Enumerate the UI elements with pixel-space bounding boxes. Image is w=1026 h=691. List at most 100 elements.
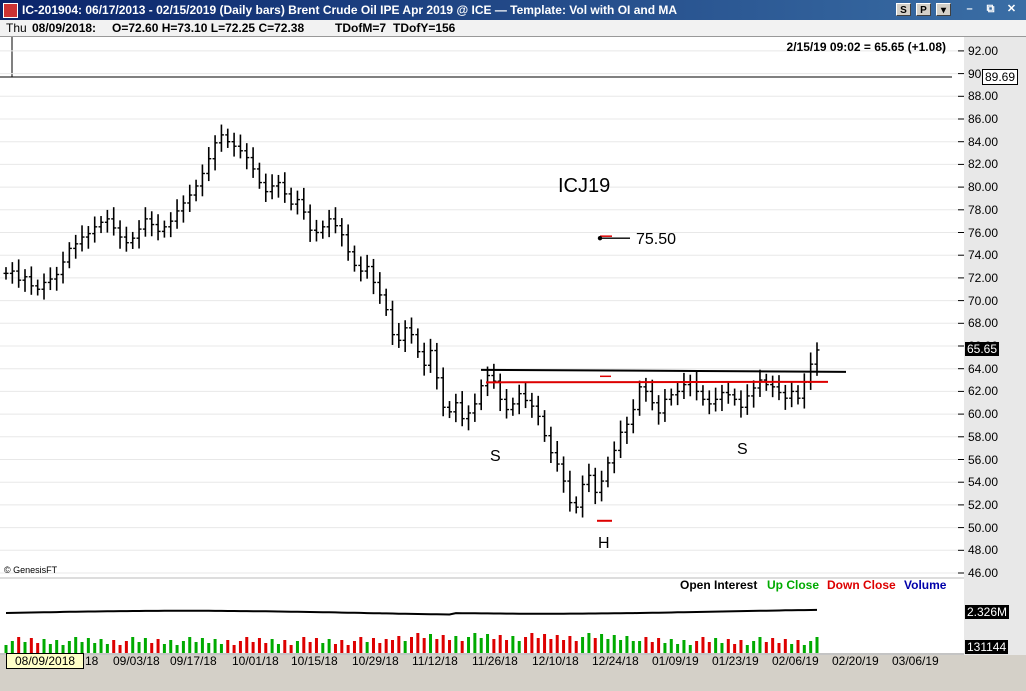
- x-tick-5: 10/29/18: [352, 654, 399, 668]
- price-chart[interactable]: © GenesisFT ICJ19 75.50 S H S 2/15/19 09…: [0, 37, 964, 655]
- price-bar: [79, 225, 85, 252]
- volume-bar: [200, 638, 204, 653]
- price-bar: [47, 267, 53, 291]
- price-bar: [428, 338, 434, 373]
- price-bar: [231, 132, 237, 157]
- volume-bar: [36, 643, 40, 653]
- menu-dropdown-button[interactable]: ▾: [936, 3, 951, 16]
- price-bar: [719, 384, 725, 412]
- x-tick-9: 12/24/18: [592, 654, 639, 668]
- volume-bar: [619, 640, 623, 653]
- price-bar: [751, 380, 757, 408]
- price-bar: [542, 410, 548, 442]
- volume-bar: [283, 640, 287, 653]
- window-title: IC-201904: 06/17/2013 - 02/15/2019 (Dail…: [22, 3, 678, 17]
- volume-bar: [777, 643, 781, 653]
- volume-bar: [124, 641, 128, 653]
- target-dot: [597, 235, 603, 241]
- x-tick-12: 02/06/19: [772, 654, 819, 668]
- price-bar: [244, 143, 250, 170]
- volume-bar: [498, 635, 502, 653]
- info-tdofm: TDofM=7: [335, 21, 386, 35]
- price-bar: [510, 397, 516, 416]
- volume-bar: [758, 637, 762, 653]
- p-button[interactable]: P: [916, 3, 931, 16]
- volume-bar: [631, 641, 635, 653]
- volume-bar: [562, 640, 566, 653]
- x-tick-4: 10/15/18: [291, 654, 338, 668]
- cursor-date-label: 08/09/2018: [6, 653, 85, 669]
- price-bar: [16, 259, 22, 288]
- volume-bar: [625, 636, 629, 653]
- x-tick-11: 01/23/19: [712, 654, 759, 668]
- price-bar: [738, 390, 744, 418]
- app-icon: [3, 3, 18, 18]
- y-tick-14: 64.00: [968, 361, 999, 376]
- price-bar: [624, 416, 630, 444]
- close-icon[interactable]: ✕: [1006, 3, 1017, 15]
- volume-bar: [486, 634, 490, 653]
- x-tick-10: 01/09/19: [652, 654, 699, 668]
- title-bar: IC-201904: 06/17/2013 - 02/15/2019 (Dail…: [0, 0, 1026, 20]
- volume-bar: [422, 638, 426, 653]
- y-tick-18: 56.00: [968, 452, 999, 467]
- price-bar: [504, 389, 510, 419]
- volume-bar: [530, 633, 534, 653]
- y-tick-11: 70.00: [968, 293, 999, 308]
- price-bar: [117, 220, 123, 249]
- minimize-icon[interactable]: –: [966, 3, 973, 15]
- chart-overlays: [480, 235, 847, 522]
- price-bar: [294, 190, 300, 215]
- price-bar: [85, 226, 91, 249]
- x-tick-8: 12/10/18: [532, 654, 579, 668]
- price-bar: [789, 381, 795, 408]
- volume-bar: [137, 642, 141, 653]
- volume-bar: [251, 642, 255, 653]
- price-bar: [662, 389, 668, 422]
- s-button[interactable]: S: [896, 3, 911, 16]
- volume-bar: [194, 642, 198, 653]
- left-shoulder-label: S: [490, 448, 501, 465]
- y-tick-23: 46.00: [968, 566, 999, 580]
- volume-bar: [429, 634, 433, 653]
- chart-grid: [0, 50, 964, 574]
- price-bar: [497, 373, 503, 412]
- price-bar: [41, 273, 47, 300]
- price-bar: [174, 199, 180, 229]
- legend-volume: Volume: [904, 578, 947, 592]
- price-bar: [225, 128, 231, 148]
- x-tick-6: 11/12/18: [412, 654, 458, 668]
- volume-bar: [536, 638, 540, 653]
- volume-bar: [771, 638, 775, 653]
- price-bar: [706, 390, 712, 415]
- volume-bar: [764, 642, 768, 653]
- volume-bar: [714, 638, 718, 653]
- price-bar: [573, 496, 579, 514]
- volume-bar: [112, 640, 116, 653]
- price-bar: [389, 300, 395, 345]
- volume-bar: [802, 645, 806, 653]
- y-tick-2: 88.00: [968, 89, 999, 104]
- volume-bar: [61, 645, 65, 653]
- volume-bar: [479, 638, 483, 653]
- price-bar: [73, 234, 79, 259]
- volume-bar: [23, 642, 27, 653]
- restore-icon[interactable]: ⧉: [986, 3, 995, 15]
- volume-bar: [29, 638, 33, 653]
- price-bar: [199, 164, 205, 197]
- price-bar: [675, 382, 681, 406]
- price-bar: [383, 288, 389, 316]
- price-bar: [282, 172, 288, 203]
- volume-bar: [359, 637, 363, 653]
- price-bar: [732, 388, 738, 406]
- price-bar: [155, 214, 161, 241]
- volume-bar: [410, 637, 413, 653]
- price-bar: [104, 209, 110, 233]
- volume-bar: [543, 634, 547, 653]
- price-bar: [586, 463, 592, 493]
- volume-bar: [517, 641, 521, 653]
- price-bar: [275, 174, 281, 198]
- y-tick-5: 82.00: [968, 157, 999, 172]
- price-bar: [649, 379, 655, 411]
- volume-bar: [276, 644, 280, 653]
